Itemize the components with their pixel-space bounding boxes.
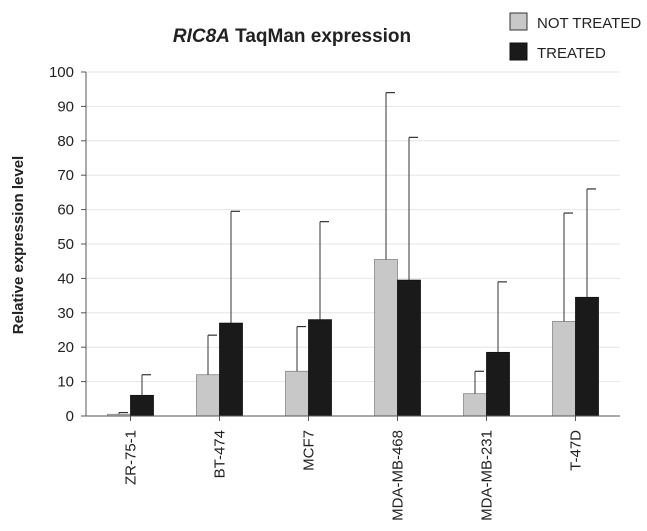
y-tick-label: 100: [49, 64, 74, 81]
y-tick-label: 50: [57, 236, 74, 253]
y-tick-label: 20: [57, 339, 74, 356]
x-tick-label: MCF7: [301, 430, 318, 471]
chart-title-rest: TaqMan expression: [230, 26, 411, 47]
legend: NOT TREATED TREATED: [509, 12, 641, 62]
bar-not-treated: [374, 259, 398, 417]
x-tick-label: T-47D: [568, 430, 585, 471]
axes: [85, 72, 620, 417]
x-axis: ZR-75-1 BT-474 MCF7 MDA-MB-468 MDA-MB-231 T-4…: [123, 416, 585, 521]
bar-not-treated: [463, 393, 487, 417]
chart-title: RIC8A TaqMan expression: [173, 26, 411, 47]
bar-treated: [219, 322, 243, 417]
legend-swatch-treated: [509, 42, 528, 61]
bar-not-treated: [285, 370, 309, 417]
bar-treated: [486, 351, 510, 417]
y-tick-label: 80: [57, 133, 74, 150]
y-axis-label: Relative expression level: [10, 156, 27, 334]
bar-treated: [130, 394, 154, 417]
x-tick-label: ZR-75-1: [123, 430, 140, 485]
y-axis: 0 10 20 30 40 50 60 70 80 90 100: [49, 64, 86, 425]
grid: [86, 71, 620, 383]
y-tick-label: 10: [57, 374, 74, 391]
legend-swatch-not-treated: [509, 12, 528, 31]
y-tick-label: 30: [57, 305, 74, 322]
error-bars: [118, 92, 596, 415]
x-tick-label: MDA-MB-231: [479, 430, 496, 521]
chart-title-italic: RIC8A: [173, 26, 230, 47]
x-tick-label: BT-474: [212, 430, 229, 478]
bar-not-treated: [552, 320, 576, 417]
x-tick-label: MDA-MB-468: [390, 430, 407, 521]
bar-treated: [397, 279, 421, 417]
legend-label-treated: TREATED: [537, 45, 606, 62]
y-tick-label: 70: [57, 167, 74, 184]
y-tick-label: 90: [57, 98, 74, 115]
y-tick-label: 60: [57, 202, 74, 219]
bars: [107, 259, 599, 417]
bar-treated: [575, 296, 599, 417]
y-tick-label: 40: [57, 270, 74, 287]
bar-treated: [308, 319, 332, 417]
y-tick-label: 0: [66, 408, 74, 425]
legend-label-not-treated: NOT TREATED: [537, 15, 641, 32]
bar-not-treated: [196, 374, 220, 417]
